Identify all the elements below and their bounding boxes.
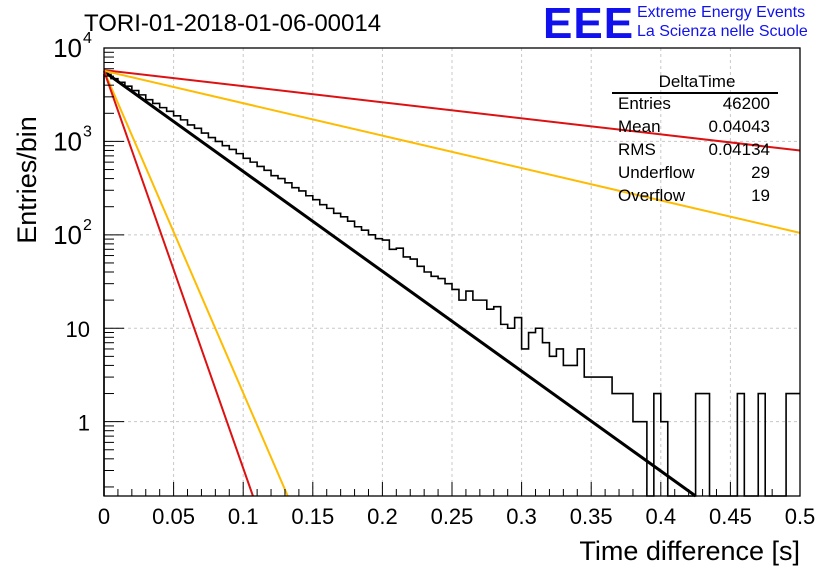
stats-row-underflow: Underflow 29 xyxy=(618,163,770,185)
stats-row-overflow: Overflow 19 xyxy=(618,186,770,208)
stats-row-mean: Mean 0.04043 xyxy=(618,117,770,139)
stats-key: Overflow xyxy=(618,186,686,205)
plot-title: TORI-01-2018-01-06-00014 xyxy=(84,10,382,37)
stats-value: 19 xyxy=(751,186,770,205)
logo-line-2: La Scienza nelle Scuole xyxy=(637,23,808,40)
x-axis-label: Time difference [s] xyxy=(579,536,800,566)
eee-logo: EEE xyxy=(543,0,635,48)
fit-curve-1 xyxy=(103,70,697,498)
stats-row-entries: Entries 46200 xyxy=(618,94,770,116)
axis-ticks xyxy=(103,47,801,496)
x-tick-label: 0.4 xyxy=(646,504,677,529)
x-tick-label: 0.5 xyxy=(785,504,816,529)
stats-title: DeltaTime xyxy=(658,72,736,91)
histogram-layer xyxy=(103,73,800,497)
stats-value: 0.04043 xyxy=(708,117,770,136)
stats-key: Underflow xyxy=(618,163,695,182)
y-tick-label: 10 xyxy=(53,220,82,250)
stats-row-rms: RMS 0.04134 xyxy=(618,140,770,162)
stats-divider xyxy=(612,92,778,94)
y-tick-exponent: 3 xyxy=(83,123,92,140)
x-tick-label: 0.3 xyxy=(506,504,537,529)
x-tick-label: 0.25 xyxy=(431,504,474,529)
logo-line-1: Extreme Energy Events xyxy=(637,4,806,21)
fit-curves-layer xyxy=(103,69,801,498)
x-tick-label: 0 xyxy=(98,504,110,529)
stats-key: Entries xyxy=(618,94,671,113)
y-tick-label: 10 xyxy=(53,126,82,156)
stats-key: RMS xyxy=(618,140,656,159)
x-tick-label: 0.2 xyxy=(367,504,398,529)
y-tick-exponent: 4 xyxy=(83,30,92,47)
stats-key: Mean xyxy=(618,117,661,136)
fit-curve-2 xyxy=(103,69,801,152)
tick-labels: 0 0.05 0.1 0.15 0.2 0.25 0.3 0.35 0.4 0.45 0.5 1 10 1… xyxy=(53,30,815,529)
y-tick-label: 10 xyxy=(53,33,82,63)
y-tick-label: 1 xyxy=(78,411,90,436)
x-tick-label: 0.45 xyxy=(709,504,752,529)
stats-box: DeltaTime Entries 46200 Mean 0.04043 RMS… xyxy=(612,70,782,210)
stats-value: 46200 xyxy=(722,94,770,113)
fit-curve-4 xyxy=(103,70,289,497)
x-tick-label: 0.35 xyxy=(570,504,613,529)
y-axis-label: Entries/bin xyxy=(12,116,42,244)
x-tick-label: 0.1 xyxy=(228,504,259,529)
y-tick-label: 10 xyxy=(66,317,90,342)
fit-curve-3 xyxy=(103,69,801,234)
x-tick-label: 0.15 xyxy=(291,504,334,529)
x-tick-label: 0.05 xyxy=(152,504,195,529)
fit-curve-5 xyxy=(103,70,254,497)
histogram-bars xyxy=(103,73,800,497)
stats-value: 29 xyxy=(751,163,770,182)
stats-value: 0.04134 xyxy=(708,140,770,159)
y-tick-exponent: 2 xyxy=(83,217,92,234)
